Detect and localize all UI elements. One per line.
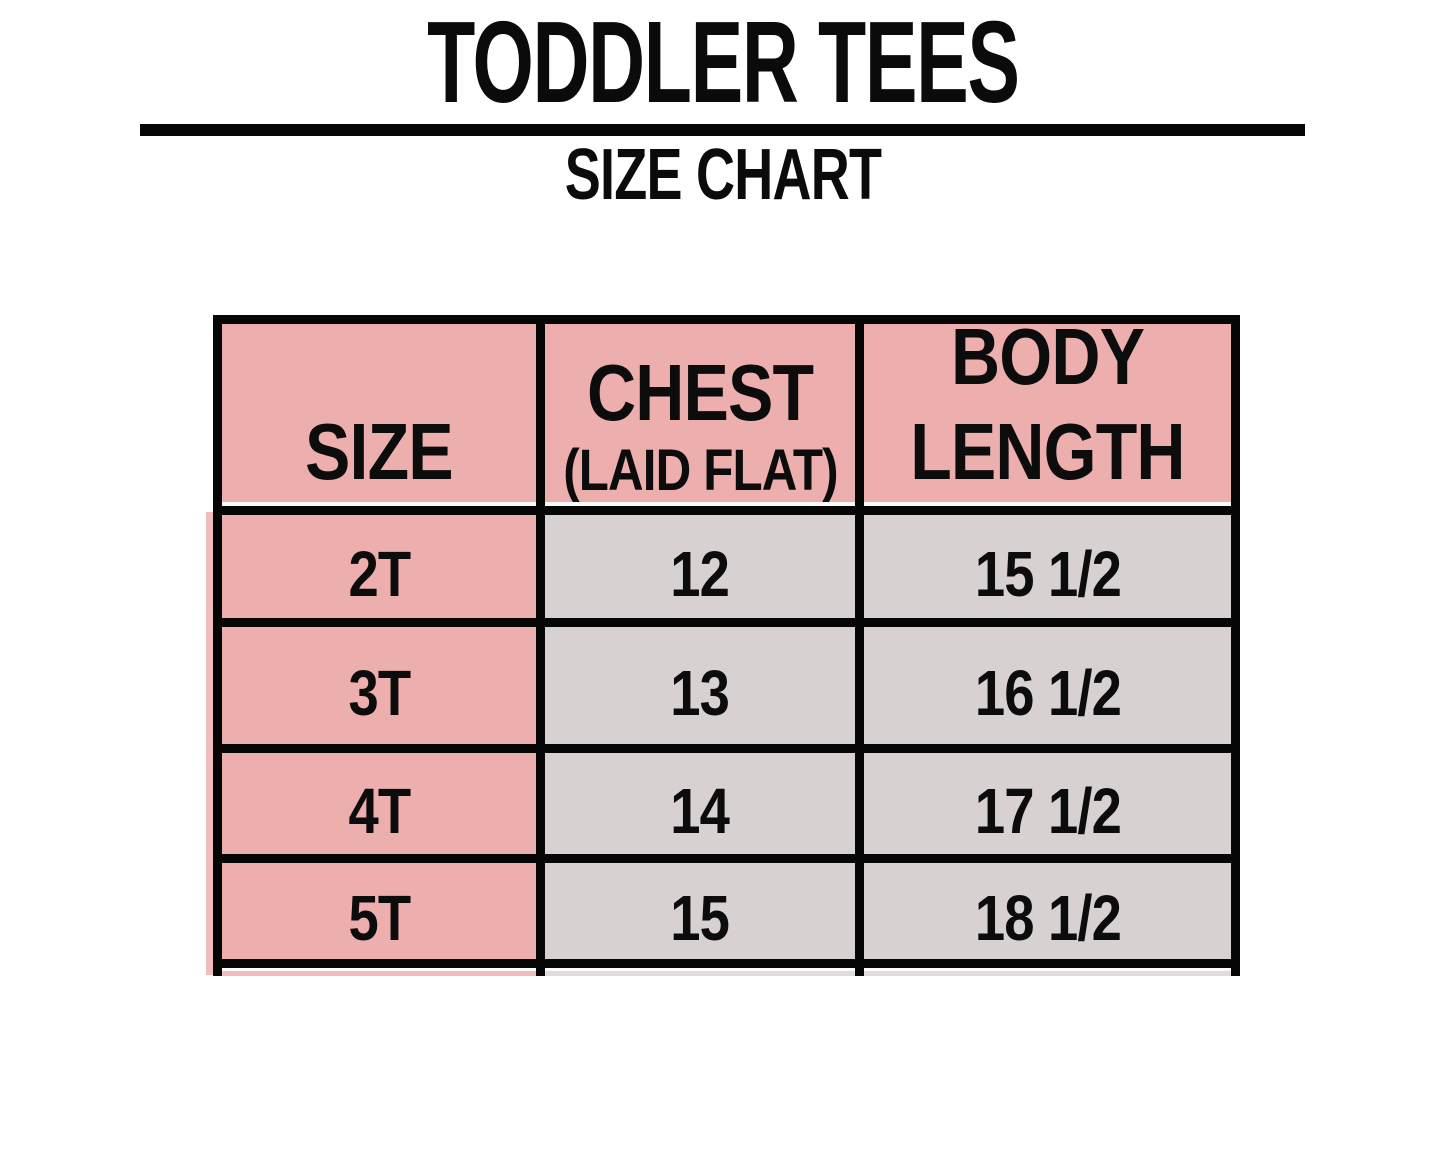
size-value: 2T bbox=[348, 537, 411, 610]
chest-value: 14 bbox=[670, 774, 731, 847]
size-cell: 4T bbox=[222, 753, 536, 854]
body-length-value: 16 1/2 bbox=[974, 656, 1121, 729]
page-title: TODDLER TEES bbox=[0, 0, 1445, 127]
body-length-value: 15 1/2 bbox=[974, 537, 1121, 610]
table-left-edge-bleed bbox=[206, 512, 214, 975]
body-length-value: 17 1/2 bbox=[974, 774, 1121, 847]
body-length-cell: 16 1/2 bbox=[864, 627, 1231, 744]
page-title-text: TODDLER TEES bbox=[426, 0, 1020, 127]
body-length-cell: 18 1/2 bbox=[864, 863, 1231, 959]
chest-cell: 13 bbox=[545, 627, 855, 744]
chest-cell: 14 bbox=[545, 753, 855, 854]
cutoff-row-cell bbox=[545, 968, 855, 976]
body-length-value: 18 1/2 bbox=[974, 882, 1121, 954]
size-cell: 5T bbox=[222, 863, 536, 959]
chest-value: 13 bbox=[670, 656, 731, 729]
header-cell-chest: CHEST (LAID FLAT) bbox=[545, 324, 855, 506]
title-underline bbox=[140, 124, 1305, 136]
body-length-cell: 17 1/2 bbox=[864, 753, 1231, 854]
size-value: 3T bbox=[348, 656, 411, 729]
header-cell-size: SIZE bbox=[222, 324, 536, 506]
page-subtitle: SIZE CHART bbox=[0, 139, 1445, 211]
size-chart-table: SIZE CHEST (LAID FLAT) BODY LENGTH 2T 12… bbox=[213, 315, 1240, 976]
header-body-label: BODY bbox=[950, 324, 1145, 401]
page-subtitle-text: SIZE CHART bbox=[564, 135, 881, 215]
header-chest-label: CHEST bbox=[586, 348, 814, 437]
size-cell: 2T bbox=[222, 515, 536, 618]
size-cell: 3T bbox=[222, 627, 536, 744]
chest-cell: 15 bbox=[545, 863, 855, 959]
cutoff-row-cell bbox=[864, 968, 1231, 976]
chest-value: 15 bbox=[670, 882, 731, 954]
size-value: 5T bbox=[348, 882, 411, 954]
chest-value: 12 bbox=[670, 537, 731, 610]
header-chest-sublabel: (LAID FLAT) bbox=[562, 438, 838, 503]
size-value: 4T bbox=[348, 774, 411, 847]
body-length-cell: 15 1/2 bbox=[864, 515, 1231, 618]
header-cell-body-length: BODY LENGTH bbox=[864, 324, 1231, 506]
cutoff-row-cell bbox=[222, 968, 536, 976]
chest-cell: 12 bbox=[545, 515, 855, 618]
header-size-label: SIZE bbox=[305, 407, 454, 496]
header-length-label: LENGTH bbox=[910, 407, 1185, 496]
